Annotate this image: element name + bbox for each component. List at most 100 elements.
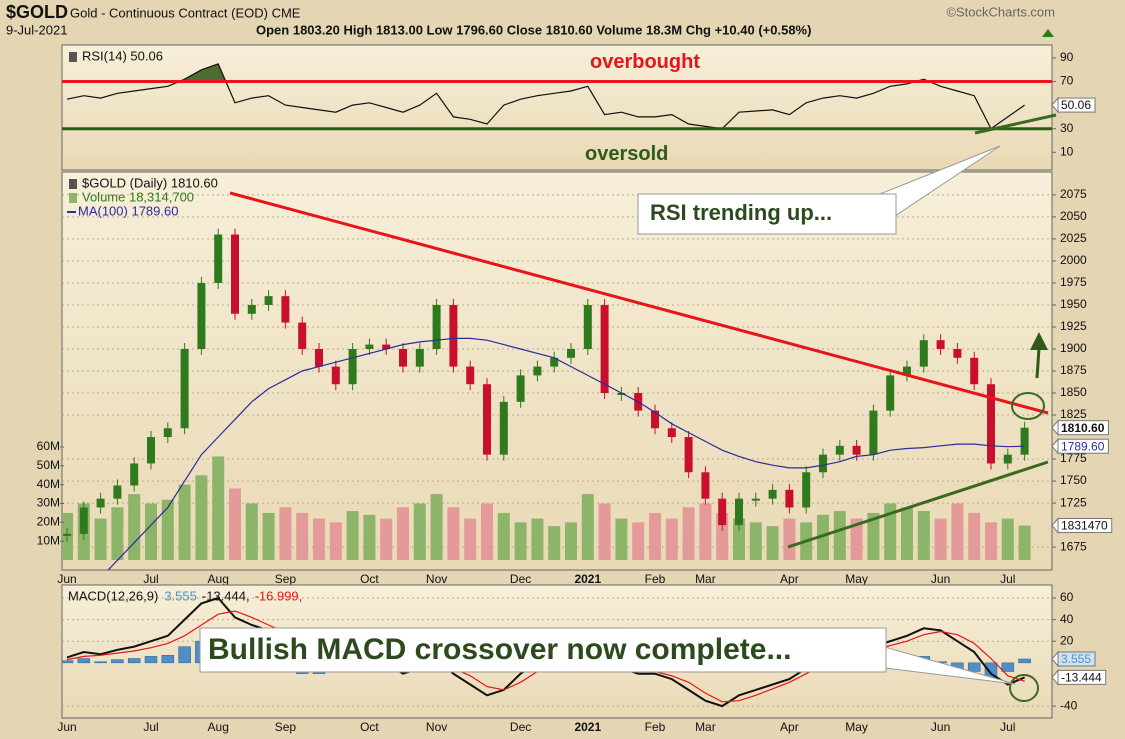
candle xyxy=(180,348,189,429)
bar xyxy=(111,659,124,664)
legend-swatch xyxy=(69,193,77,203)
bar xyxy=(833,511,846,561)
bar xyxy=(397,507,409,561)
panel-content xyxy=(66,63,1025,130)
bar xyxy=(279,507,292,561)
candle xyxy=(499,401,508,455)
bar xyxy=(77,658,91,664)
legend-swatch xyxy=(69,179,77,189)
candle xyxy=(735,498,743,526)
end-label-box xyxy=(1057,518,1113,534)
x-tick-label: Oct xyxy=(360,720,379,734)
candle xyxy=(835,445,844,455)
y-tick-label: 2000 xyxy=(1060,253,1087,267)
y-tick-label: 2025 xyxy=(1060,231,1087,245)
support-trendline xyxy=(787,460,1049,549)
bar xyxy=(531,518,544,561)
bar xyxy=(682,507,695,561)
candle xyxy=(1020,427,1029,455)
bar xyxy=(615,518,628,561)
candle xyxy=(667,428,676,438)
bar xyxy=(111,507,124,561)
bar xyxy=(413,503,426,561)
candle xyxy=(550,357,559,367)
candle xyxy=(701,472,710,499)
bar xyxy=(94,661,107,664)
bar xyxy=(985,522,997,561)
bar xyxy=(749,522,762,561)
bar xyxy=(161,655,175,664)
candle xyxy=(231,234,239,314)
x-tick-label: Dec xyxy=(510,720,531,734)
y-tick-label: 1825 xyxy=(1060,407,1087,421)
bar xyxy=(62,660,74,664)
x-tick-label: Jul xyxy=(143,572,158,586)
x-tick-label: Feb xyxy=(645,572,666,586)
legend-entry: 3.555 xyxy=(164,588,197,603)
y-tick-label: 1750 xyxy=(1060,473,1087,487)
resistance-trendline xyxy=(229,191,1049,415)
bar xyxy=(346,511,359,561)
bar xyxy=(497,512,510,561)
candle xyxy=(281,296,290,323)
candle xyxy=(970,357,979,385)
symbol: $GOLD xyxy=(6,2,68,22)
candle xyxy=(63,533,71,536)
up-arrow xyxy=(1035,347,1041,379)
y-tick-label: 1925 xyxy=(1060,319,1087,333)
highlight-circle xyxy=(1011,392,1045,420)
bar xyxy=(514,522,527,561)
x-tick-label: Apr xyxy=(780,572,799,586)
x-tick-label: Nov xyxy=(426,572,447,586)
end-label: 1789.60 xyxy=(1061,439,1105,453)
candle xyxy=(768,489,777,499)
legend-entry: MA(100) 1789.60 xyxy=(78,203,178,218)
bar xyxy=(901,507,913,561)
candle xyxy=(163,428,172,438)
candle xyxy=(953,348,962,358)
x-tick-label: Dec xyxy=(510,572,531,586)
x-tick-label: Jun xyxy=(931,572,950,586)
end-label: 50.06 xyxy=(1061,98,1091,112)
quote: Open 1803.20 High 1813.00 Low 1796.60 Cl… xyxy=(256,22,811,37)
y-tick-label: 30 xyxy=(1060,121,1074,135)
candle xyxy=(147,437,155,464)
candle xyxy=(684,437,693,473)
candle xyxy=(247,304,256,314)
legend-swatch xyxy=(69,52,77,62)
bar xyxy=(967,662,981,672)
level-label: oversold xyxy=(585,143,668,165)
bar xyxy=(363,514,376,561)
y-tick-label: 20 xyxy=(1060,633,1074,647)
candle xyxy=(533,366,542,376)
bar xyxy=(817,514,829,561)
y-tick-label: 40 xyxy=(1060,612,1074,626)
y-tick-label: 60 xyxy=(1060,590,1074,604)
candle xyxy=(113,485,122,499)
bar xyxy=(464,518,477,561)
bar xyxy=(733,518,745,561)
x-tick-label: Jul xyxy=(1000,572,1015,586)
bar xyxy=(145,503,157,561)
bar xyxy=(296,512,309,561)
legend-entry: RSI(14) 50.06 xyxy=(82,48,163,63)
bar xyxy=(380,518,393,561)
y-tick-label: 10 xyxy=(1060,144,1074,158)
candle xyxy=(567,348,575,358)
callout-box xyxy=(637,193,897,235)
panel xyxy=(61,44,1053,171)
line xyxy=(66,63,1025,130)
x-tick-label: 2021 xyxy=(574,572,601,586)
y-tick-label: 1975 xyxy=(1060,275,1087,289)
candle xyxy=(903,366,911,376)
candle xyxy=(651,410,659,429)
end-label: 1831470 xyxy=(1061,519,1108,533)
y-tick-label: 1725 xyxy=(1060,495,1087,509)
bar xyxy=(1001,662,1015,672)
candle xyxy=(96,498,105,508)
candle xyxy=(802,472,811,508)
callout-text: RSI trending up... xyxy=(650,200,832,225)
y2-tick-label: 50M xyxy=(37,458,60,472)
candle xyxy=(600,304,609,394)
